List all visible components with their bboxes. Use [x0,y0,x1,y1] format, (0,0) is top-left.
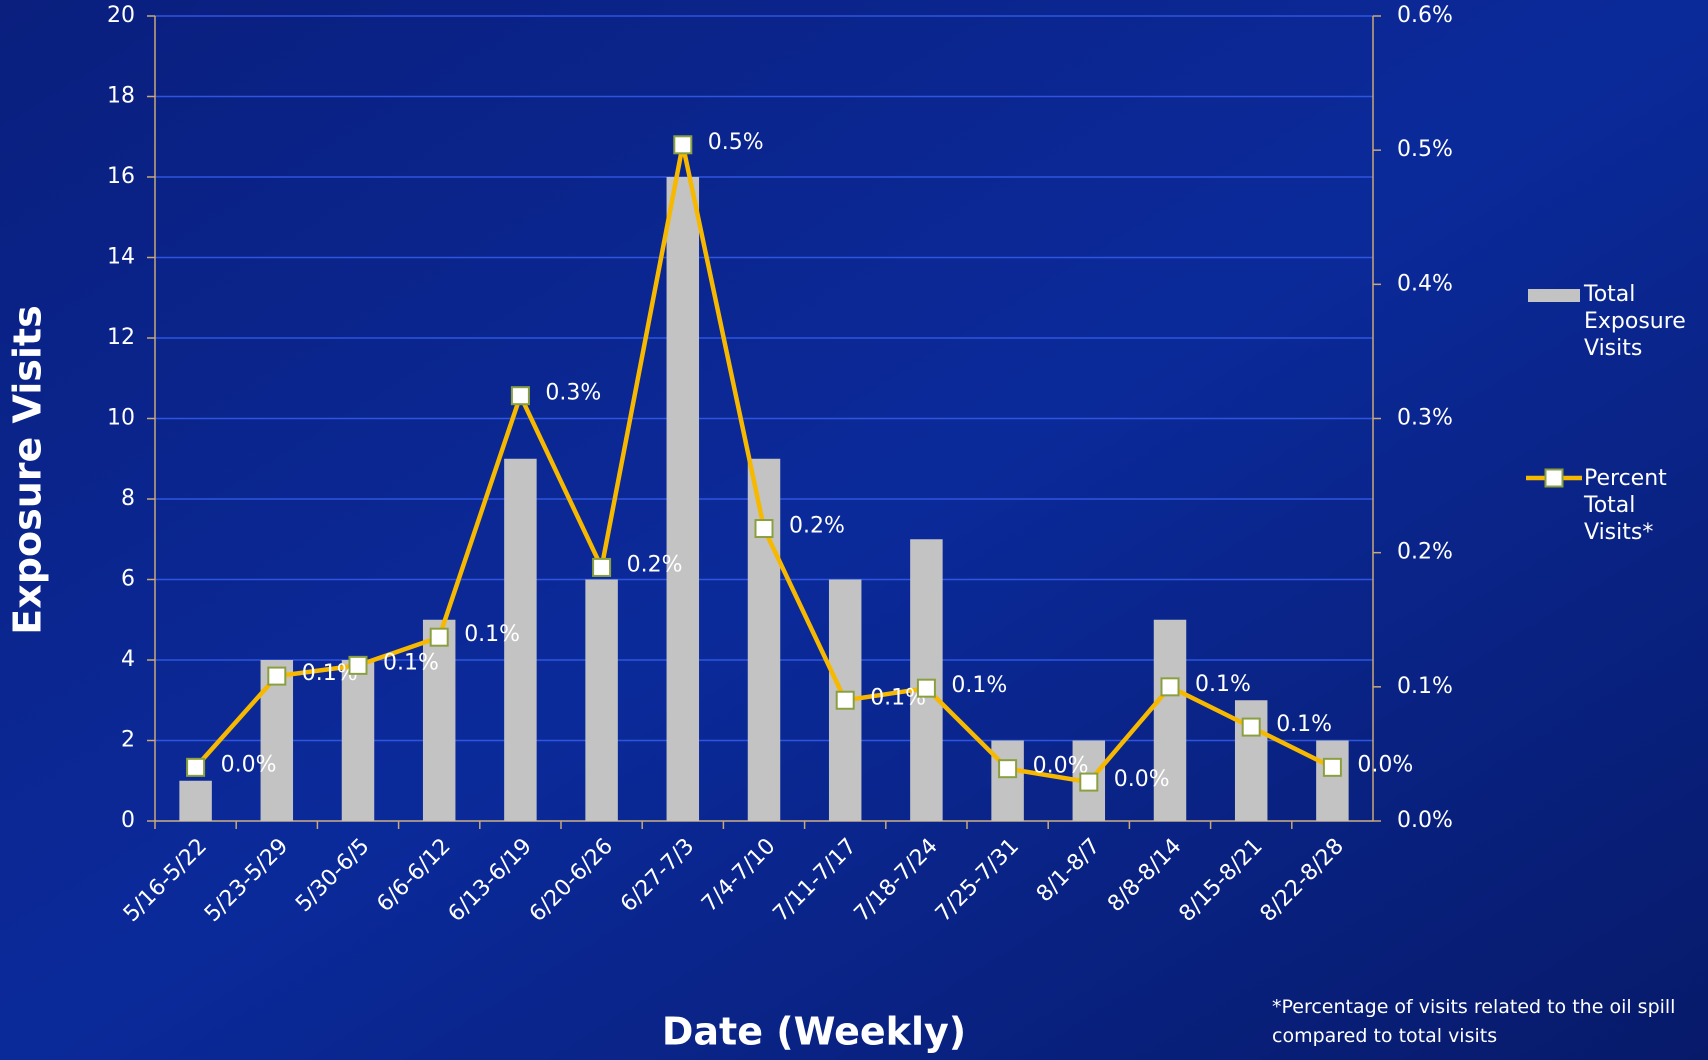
y2-tick-label: 0.2% [1397,540,1453,565]
marker [1241,717,1261,737]
bar [666,177,700,821]
marker [1160,677,1180,697]
y2-tick-label: 0.3% [1397,406,1453,431]
y2-tick-label: 0.4% [1397,271,1453,296]
legend-label: Total Exposure Visits [1584,282,1686,361]
marker [754,519,774,539]
y2-tick-label: 0.5% [1397,137,1453,162]
bar [585,579,618,821]
data-label: 0.2% [627,552,683,577]
marker [592,557,612,577]
y-tick-label: 0 [121,808,135,833]
marker [510,386,530,406]
data-label: 0.1% [870,685,926,710]
y-tick-label: 6 [121,567,135,592]
data-label: 0.0% [1033,754,1089,779]
y-tick-label: 20 [107,3,135,28]
y2-tick-label: 0.0% [1397,808,1453,833]
data-label: 0.0% [221,752,277,777]
footnote: *Percentage of visits related to the oil… [1272,996,1676,1047]
marker [673,135,693,155]
y-tick-label: 10 [107,406,135,431]
marker [1079,772,1099,792]
data-label: 0.1% [383,650,439,675]
marker [916,678,936,698]
bar [422,619,456,821]
marker [1322,757,1342,777]
data-label: 0.3% [545,381,601,406]
y-tick-label: 8 [121,486,135,511]
data-label: 0.2% [789,514,845,539]
legend-label: Percent Total Visits* [1584,466,1667,545]
bar [747,458,781,821]
bar [991,740,1024,821]
y-tick-label: 12 [107,325,135,350]
bar [179,780,212,821]
y-tick-label: 14 [107,245,135,270]
data-label: 0.1% [464,622,520,647]
legend-swatch [1528,289,1580,302]
y-tick-label: 18 [107,84,135,109]
data-label: 0.1% [1276,712,1332,737]
data-label: 0.1% [302,661,358,686]
y-tick-label: 2 [121,728,135,753]
data-label: 0.0% [1114,767,1170,792]
marker [267,666,287,686]
y2-tick-label: 0.6% [1397,3,1453,28]
y-tick-label: 4 [121,647,135,672]
legend-swatch [1544,468,1564,488]
bar [341,660,375,821]
x-axis-label: Date (Weekly) [662,1010,966,1054]
bar [504,458,537,821]
data-label: 0.5% [708,130,764,155]
marker [186,757,206,777]
bar [1153,619,1187,821]
y2-tick-label: 0.1% [1397,674,1453,699]
marker [348,655,368,675]
data-label: 0.1% [1195,672,1251,697]
data-label: 0.0% [1357,752,1413,777]
marker [998,759,1018,779]
data-label: 0.1% [951,673,1007,698]
marker [835,690,855,710]
y-axis-label: Exposure Visits [6,305,50,634]
y-tick-label: 16 [107,164,135,189]
marker [429,627,449,647]
bar [1316,740,1349,821]
